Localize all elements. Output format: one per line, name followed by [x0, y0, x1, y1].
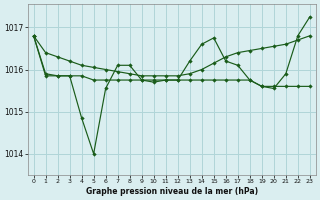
X-axis label: Graphe pression niveau de la mer (hPa): Graphe pression niveau de la mer (hPa)	[86, 187, 258, 196]
